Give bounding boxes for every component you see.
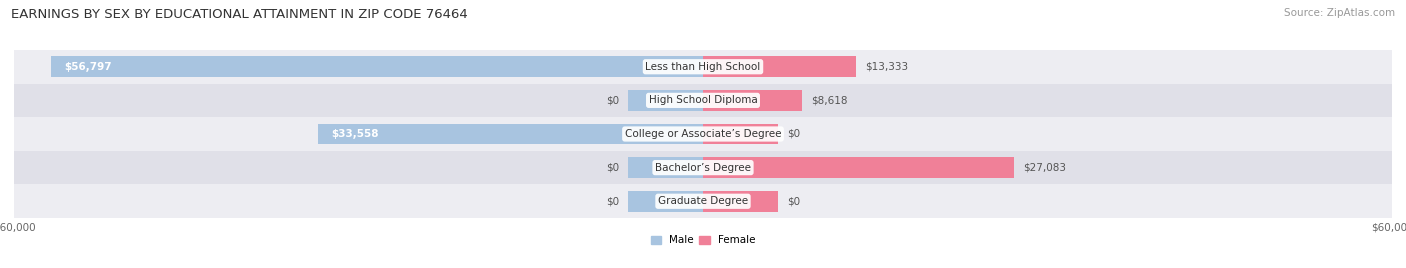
Bar (703, 90, 801, 111)
Text: College or Associate’s Degree: College or Associate’s Degree (624, 129, 782, 139)
Bar (14, 151, 1392, 184)
Text: $8,618: $8,618 (811, 95, 848, 105)
Text: EARNINGS BY SEX BY EDUCATIONAL ATTAINMENT IN ZIP CODE 76464: EARNINGS BY SEX BY EDUCATIONAL ATTAINMEN… (11, 8, 468, 21)
Text: $0: $0 (787, 129, 800, 139)
Text: $33,558: $33,558 (332, 129, 380, 139)
Text: $27,083: $27,083 (1024, 163, 1066, 173)
Text: High School Diploma: High School Diploma (648, 95, 758, 105)
Bar (628, 90, 703, 111)
Text: Less than High School: Less than High School (645, 62, 761, 72)
Text: $0: $0 (606, 196, 619, 206)
Text: $0: $0 (606, 163, 619, 173)
Text: Bachelor’s Degree: Bachelor’s Degree (655, 163, 751, 173)
Bar (628, 191, 703, 212)
Text: $0: $0 (606, 95, 619, 105)
Text: $0: $0 (787, 196, 800, 206)
Bar (703, 124, 778, 144)
Text: Source: ZipAtlas.com: Source: ZipAtlas.com (1284, 8, 1395, 18)
Text: Graduate Degree: Graduate Degree (658, 196, 748, 206)
Text: $56,797: $56,797 (65, 62, 112, 72)
Bar (703, 157, 1014, 178)
Bar (51, 56, 703, 77)
Bar (703, 191, 778, 212)
Bar (14, 184, 1392, 218)
Bar (14, 84, 1392, 117)
Text: $13,333: $13,333 (865, 62, 908, 72)
Bar (14, 117, 1392, 151)
Bar (14, 50, 1392, 84)
Bar (628, 157, 703, 178)
Bar (703, 56, 856, 77)
Bar (318, 124, 703, 144)
Legend: Male, Female: Male, Female (651, 235, 755, 245)
